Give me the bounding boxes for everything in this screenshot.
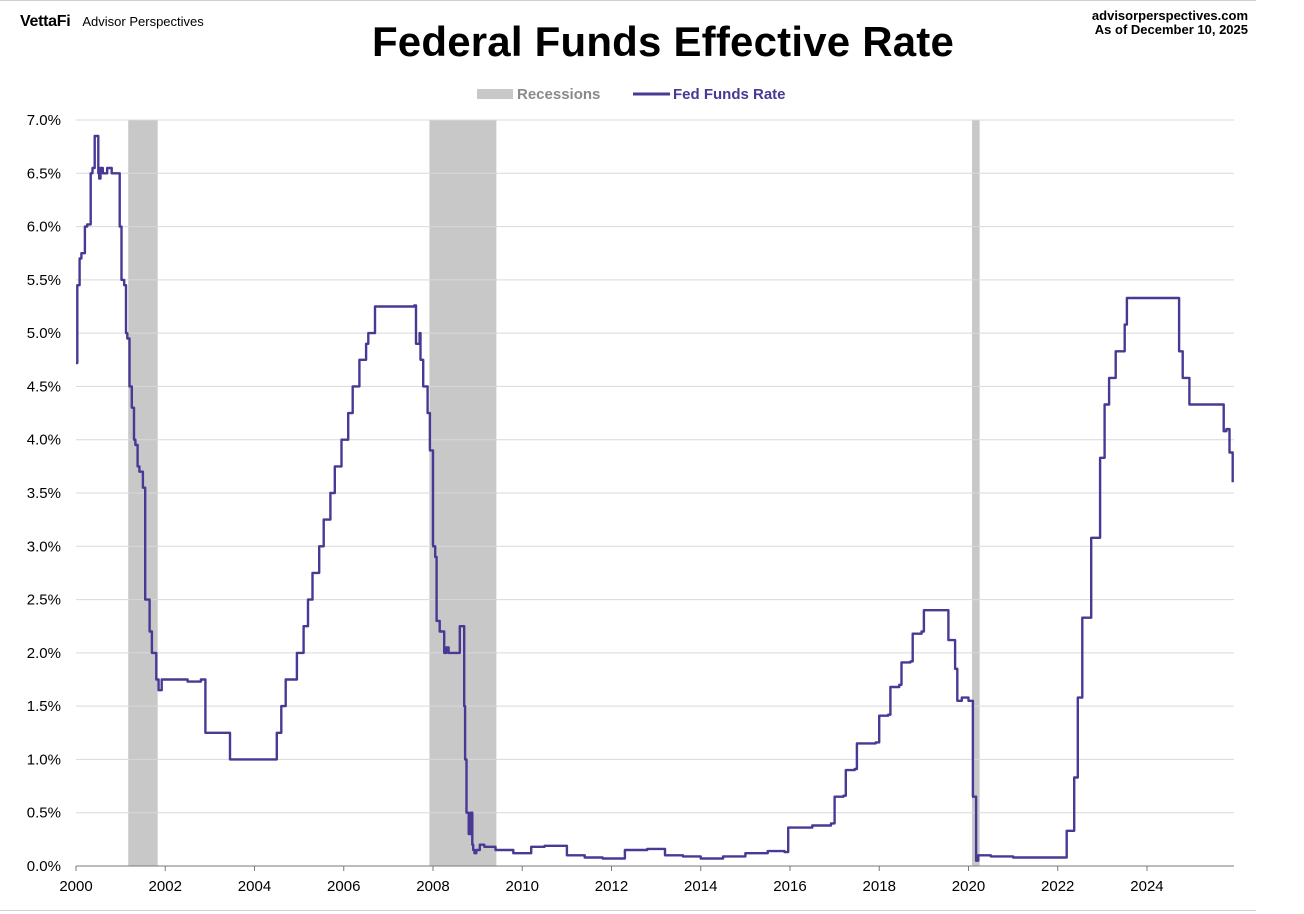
legend-series-label: Fed Funds Rate — [673, 86, 786, 103]
x-tick-label: 2004 — [238, 878, 271, 895]
y-tick-label: 3.0% — [27, 538, 61, 555]
y-tick-label: 3.5% — [27, 485, 61, 502]
source-block: advisorperspectives.com As of December 1… — [1092, 9, 1248, 37]
y-tick-label: 1.0% — [27, 751, 61, 768]
legend-recession-swatch — [477, 89, 513, 99]
gridlines — [76, 119, 1234, 814]
x-tick-label: 2006 — [327, 878, 360, 895]
y-tick-label: 6.5% — [27, 165, 61, 182]
series-layer — [76, 134, 1234, 862]
brand: VettaFi Advisor Perspectives — [20, 13, 204, 31]
x-tick-label: 2018 — [863, 878, 896, 895]
y-tick-label: 0.5% — [27, 805, 61, 822]
vettafi-logo: VettaFi — [20, 13, 71, 30]
x-tick-label: 2024 — [1130, 878, 1163, 895]
fed-funds-rate-line — [76, 134, 1234, 862]
x-tick-label: 2016 — [773, 878, 806, 895]
y-tick-label: 7.0% — [27, 112, 61, 129]
y-tick-label: 4.5% — [27, 378, 61, 395]
chart-title: Federal Funds Effective Rate — [371, 18, 955, 65]
x-tick-label: 2022 — [1041, 878, 1074, 895]
x-tick-label: 2000 — [59, 878, 92, 895]
y-tick-label: 2.0% — [27, 645, 61, 662]
bottom-rule — [0, 910, 1256, 911]
y-tick-label: 0.0% — [27, 858, 61, 875]
y-tick-label: 2.5% — [27, 592, 61, 609]
x-tick-label: 2008 — [416, 878, 449, 895]
top-rule — [0, 0, 1256, 1]
x-tick-label: 2014 — [684, 878, 717, 895]
y-tick-label: 4.0% — [27, 432, 61, 449]
as-of-date: As of December 10, 2025 — [1094, 22, 1248, 37]
y-tick-label: 1.5% — [27, 698, 61, 715]
axes: 0.0% 0.5% 1.0% 1.5% 2.0% 2.5% 3.0% 3.5% 4.0% 4.5%… — [27, 112, 1234, 895]
x-tick-label: 2002 — [149, 878, 182, 895]
x-tick-label: 2012 — [595, 878, 628, 895]
source-site: advisorperspectives.com — [1091, 8, 1248, 23]
y-tick-label: 6.0% — [27, 219, 61, 236]
y-tick-label: 5.5% — [27, 272, 61, 289]
legend: Recessions Fed Funds Rate — [477, 86, 786, 103]
brand-name: Advisor Perspectives — [82, 14, 204, 29]
x-tick-label: 2010 — [506, 878, 539, 895]
y-tick-label: 5.0% — [27, 325, 61, 342]
legend-recession-label: Recessions — [517, 86, 600, 103]
x-tick-label: 2020 — [952, 878, 985, 895]
